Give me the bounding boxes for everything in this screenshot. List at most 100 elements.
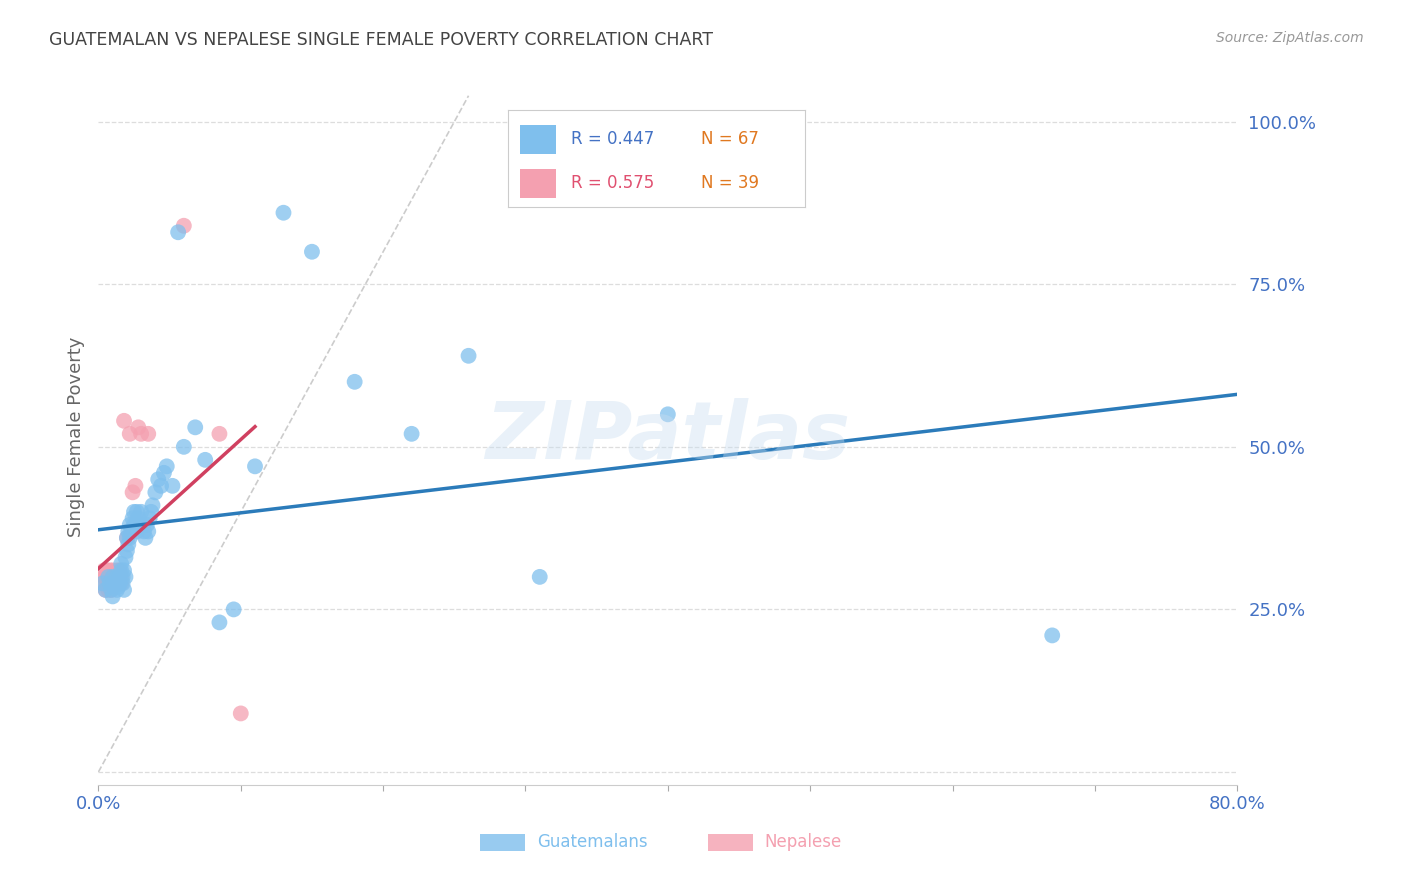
Point: [111, 570, 134, 584]
Point: [139, 505, 162, 519]
Point: [110, 563, 132, 577]
Point: [100, 582, 122, 597]
Point: [1040, 628, 1063, 642]
Point: [103, 570, 125, 584]
Point: [148, 472, 170, 486]
Point: [122, 517, 145, 532]
Point: [93, 563, 115, 577]
Text: Guatemalans: Guatemalans: [537, 833, 648, 851]
Point: [98, 576, 121, 591]
Point: [101, 576, 124, 591]
Point: [104, 570, 127, 584]
Point: [222, 602, 245, 616]
Point: [132, 524, 155, 539]
Point: [105, 570, 128, 584]
Point: [112, 582, 135, 597]
Point: [457, 349, 479, 363]
Point: [110, 570, 132, 584]
Point: [108, 570, 131, 584]
Point: [112, 414, 135, 428]
Point: [94, 582, 117, 597]
Point: [125, 505, 148, 519]
Point: [107, 576, 129, 591]
Point: [118, 426, 141, 441]
Point: [125, 524, 148, 539]
Point: [124, 479, 146, 493]
Point: [273, 206, 295, 220]
Point: [108, 563, 131, 577]
Point: [167, 225, 190, 239]
Text: Source: ZipAtlas.com: Source: ZipAtlas.com: [1216, 31, 1364, 45]
Point: [107, 580, 129, 594]
Point: [108, 570, 131, 584]
Point: [98, 563, 121, 577]
Point: [115, 531, 138, 545]
Point: [134, 531, 156, 545]
Point: [103, 580, 125, 594]
Point: [105, 570, 128, 584]
Point: [401, 426, 423, 441]
Point: [131, 517, 153, 532]
Point: [101, 590, 124, 604]
Point: [97, 570, 120, 584]
Point: [94, 582, 117, 597]
Point: [184, 420, 207, 434]
Point: [108, 576, 131, 591]
Text: ZIPatlas: ZIPatlas: [485, 398, 851, 476]
Point: [173, 440, 195, 454]
Point: [150, 479, 173, 493]
Point: [107, 570, 129, 584]
Point: [115, 544, 138, 558]
Point: [529, 570, 551, 584]
Point: [101, 570, 124, 584]
Point: [145, 485, 167, 500]
Point: [110, 576, 132, 591]
Point: [127, 511, 149, 525]
Point: [135, 517, 157, 532]
Point: [94, 570, 117, 584]
Point: [208, 426, 231, 441]
Point: [91, 576, 114, 591]
Point: [243, 459, 266, 474]
Point: [136, 524, 159, 539]
Point: [657, 407, 679, 421]
Point: [194, 453, 217, 467]
Point: [97, 570, 120, 584]
Point: [101, 570, 124, 584]
Point: [229, 706, 252, 721]
Point: [104, 576, 127, 591]
Point: [343, 375, 366, 389]
Point: [208, 615, 231, 630]
Point: [93, 570, 115, 584]
Point: [136, 426, 159, 441]
Point: [127, 420, 149, 434]
Point: [114, 550, 136, 565]
Point: [301, 244, 323, 259]
Point: [112, 563, 135, 577]
Point: [173, 219, 195, 233]
Bar: [707, 834, 754, 851]
Point: [129, 505, 152, 519]
Bar: [479, 834, 526, 851]
Point: [98, 576, 121, 591]
Point: [114, 570, 136, 584]
Point: [141, 499, 163, 513]
Point: [96, 563, 118, 577]
Point: [100, 570, 122, 584]
Point: [128, 517, 150, 532]
Point: [91, 576, 114, 591]
Point: [122, 505, 145, 519]
Text: GUATEMALAN VS NEPALESE SINGLE FEMALE POVERTY CORRELATION CHART: GUATEMALAN VS NEPALESE SINGLE FEMALE POV…: [49, 31, 713, 49]
Point: [96, 576, 118, 591]
Text: Nepalese: Nepalese: [765, 833, 842, 851]
Point: [111, 576, 134, 591]
Point: [104, 576, 127, 591]
Point: [103, 576, 125, 591]
Point: [118, 517, 141, 532]
Point: [115, 531, 138, 545]
Point: [153, 466, 176, 480]
Point: [101, 563, 124, 577]
Point: [129, 426, 152, 441]
Point: [105, 582, 128, 597]
Y-axis label: Single Female Poverty: Single Female Poverty: [66, 337, 84, 537]
